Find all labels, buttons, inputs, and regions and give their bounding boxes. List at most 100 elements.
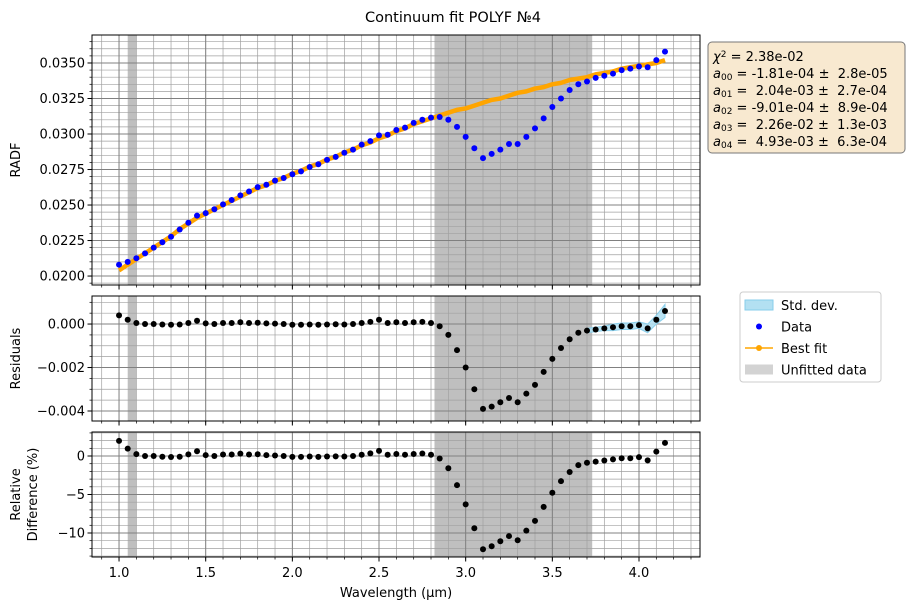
- data-point: [480, 405, 487, 412]
- data-point: [410, 319, 417, 326]
- data-point: [194, 212, 201, 219]
- data-point: [419, 450, 426, 457]
- y-tick-label: 0.0250: [40, 199, 86, 214]
- data-point: [185, 319, 192, 326]
- data-point: [393, 127, 400, 134]
- y-axis-label: Relative: [9, 468, 24, 520]
- unfitted-span: [127, 35, 137, 285]
- data-point: [211, 206, 218, 213]
- data-point: [116, 312, 123, 319]
- annotation-sup: 2: [721, 50, 727, 60]
- data-point: [280, 175, 287, 182]
- data-point: [549, 489, 556, 496]
- annotation-line: a03 = 2.26e-02 ± 1.3e-03: [713, 118, 887, 134]
- axes-frame: [91, 34, 701, 286]
- data-point: [116, 261, 123, 268]
- data-point: [566, 468, 573, 475]
- data-point: [419, 318, 426, 325]
- data-point: [384, 451, 391, 458]
- unfitted-span: [127, 296, 137, 421]
- data-point: [601, 325, 608, 332]
- data-point: [124, 258, 131, 265]
- data-point: [393, 451, 400, 458]
- data-point: [428, 319, 435, 326]
- data-point: [609, 324, 616, 331]
- data-point: [445, 116, 452, 123]
- y-tick-label: 0.0325: [40, 92, 86, 107]
- data-point: [661, 48, 668, 55]
- annotation-text: = 2.26e-02 ± 1.3e-03: [732, 118, 887, 133]
- data-point: [497, 399, 504, 406]
- figure-title: Continuum fit POLYF №4: [365, 10, 541, 26]
- data-point: [211, 453, 218, 460]
- data-point: [436, 323, 443, 330]
- data-point: [428, 451, 435, 458]
- data-point: [324, 321, 331, 328]
- data-point: [436, 113, 443, 120]
- y-tick-label: 0.0275: [40, 163, 86, 178]
- data-point: [462, 501, 469, 508]
- data-point: [376, 316, 383, 323]
- data-point: [532, 125, 539, 132]
- y-tick-label: 0.0225: [40, 234, 86, 249]
- annotation-line: χ2 = 2.38e-02: [712, 50, 804, 65]
- data-point: [644, 457, 651, 464]
- data-point: [497, 146, 504, 153]
- annotation-text: = 2.04e-03 ± 2.7e-04: [732, 84, 887, 99]
- data-point: [306, 321, 313, 328]
- data-point: [306, 453, 313, 460]
- data-point: [176, 226, 183, 233]
- data-point: [341, 149, 348, 156]
- data-point: [609, 456, 616, 463]
- data-point: [185, 451, 192, 458]
- x-tick-label: 4.0: [629, 566, 650, 581]
- annotation-text: = -1.81e-04 ± 2.8e-05: [732, 67, 887, 82]
- data-point: [488, 543, 495, 550]
- data-point: [237, 319, 244, 326]
- data-point: [592, 74, 599, 81]
- data-point: [575, 81, 582, 88]
- x-tick-label: 2.5: [369, 566, 390, 581]
- data-point: [168, 321, 175, 328]
- data-point: [315, 321, 322, 328]
- data-point: [644, 64, 651, 71]
- data-point: [549, 355, 556, 362]
- data-point: [635, 454, 642, 461]
- data-point: [185, 219, 192, 226]
- data-point: [653, 57, 660, 64]
- y-axis-label: Difference (%): [26, 448, 41, 542]
- data-point: [601, 457, 608, 464]
- data-point: [653, 316, 660, 323]
- data-point: [228, 319, 235, 326]
- data-point: [272, 452, 279, 459]
- data-point: [159, 239, 166, 246]
- data-point: [306, 163, 313, 170]
- data-point: [627, 65, 634, 72]
- data-point: [488, 150, 495, 157]
- data-point: [176, 453, 183, 460]
- data-point: [150, 244, 157, 251]
- data-point: [480, 546, 487, 553]
- data-point: [454, 482, 461, 489]
- data-point: [454, 123, 461, 130]
- data-point: [246, 188, 253, 195]
- data-point: [220, 201, 227, 208]
- data-point: [540, 503, 547, 510]
- data-point: [298, 321, 305, 328]
- data-point: [124, 445, 131, 452]
- data-point: [358, 141, 365, 148]
- annotation-symbol: a: [713, 118, 721, 133]
- data-point: [272, 320, 279, 327]
- data-point: [506, 140, 513, 147]
- data-point: [618, 323, 625, 330]
- data-point: [566, 336, 573, 343]
- data-point: [211, 321, 218, 328]
- legend-patch: [744, 299, 774, 311]
- data-point: [289, 453, 296, 460]
- data-point: [532, 517, 539, 524]
- data-point: [367, 138, 374, 145]
- y-tick-label: 0.000: [48, 318, 85, 333]
- data-point: [644, 325, 651, 332]
- data-point: [358, 451, 365, 458]
- x-axis-label: Wavelength (μm): [340, 586, 452, 601]
